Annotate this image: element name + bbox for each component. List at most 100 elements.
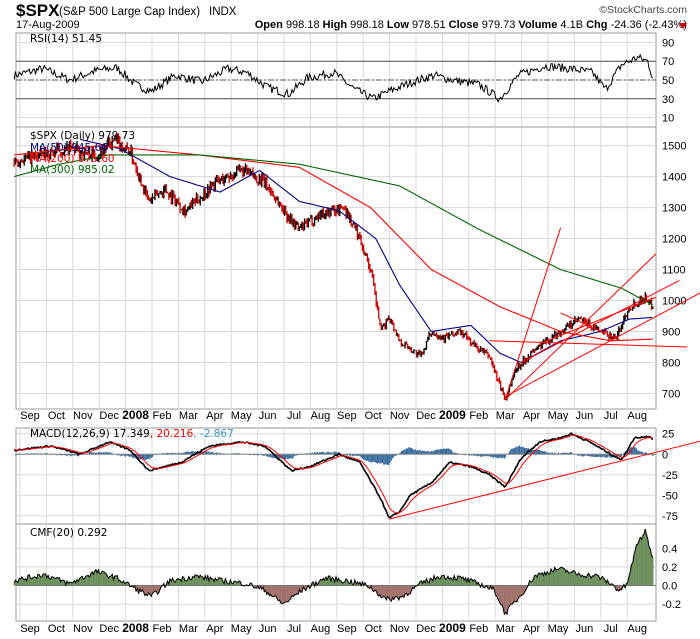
moving-average-line xyxy=(14,154,654,306)
x-tick-label: Dec xyxy=(99,410,119,422)
macd-legend: MACD(12,26,9) 17.349, 20.216, -2.867 xyxy=(30,428,234,440)
x-tick-label: 2008 xyxy=(122,621,149,635)
y-tick-label: 1200 xyxy=(662,234,686,246)
panel-frame xyxy=(15,427,657,525)
rsi-legend: RSI(14) 51.45 xyxy=(30,33,102,45)
panel-macd: 25 0 -25 -50 -75 xyxy=(13,427,678,525)
exchange: INDX xyxy=(209,6,237,18)
x-tick-label: Oct xyxy=(365,623,382,635)
cmf-line xyxy=(13,528,654,616)
y-tick-label: 90 xyxy=(662,37,674,49)
x-tick-label: Dec xyxy=(416,623,436,635)
y-tick-label: 1000 xyxy=(662,296,686,308)
x-tick-label: Jul xyxy=(604,623,618,635)
rsi-line xyxy=(13,53,654,103)
trend-line xyxy=(504,227,562,400)
y-tick-label: 1400 xyxy=(662,172,686,184)
panel-frame xyxy=(15,126,657,410)
signal-line xyxy=(14,434,653,514)
x-tick-label: Aug xyxy=(311,623,331,635)
quote-date: 17-Aug-2009 xyxy=(16,19,80,31)
symbol: $SPX xyxy=(16,1,60,20)
y-tick-label: 0.0 xyxy=(662,581,677,593)
moving-average-line xyxy=(14,145,653,342)
y-tick-label: 1500 xyxy=(662,141,686,153)
x-tick-label: May xyxy=(548,410,569,422)
chart-header: $SPX (S&P 500 Large Cap Index) INDX ©Sto… xyxy=(16,1,687,31)
y-tick-label: 1300 xyxy=(662,203,686,215)
x-tick-label: Nov xyxy=(390,623,410,635)
y-tick-label: 30 xyxy=(662,94,674,106)
y-tick-label: 0.2 xyxy=(662,562,677,574)
x-tick-label: Apr xyxy=(523,623,540,635)
x-tick-label: Apr xyxy=(206,410,223,422)
y-tick-label: 10 xyxy=(662,113,674,125)
trend-line xyxy=(489,340,688,348)
trend-line xyxy=(520,279,680,363)
x-tick-label: Nov xyxy=(73,410,93,422)
trend-line xyxy=(560,312,622,342)
x-tick-label: Jul xyxy=(604,410,618,422)
x-tick-label: Sep xyxy=(337,410,357,422)
x-tick-label: Feb xyxy=(469,410,488,422)
y-tick-label: -50 xyxy=(662,490,678,502)
x-tick-label: Dec xyxy=(99,623,119,635)
x-tick-label: Jul xyxy=(287,623,301,635)
x-tick-label: Aug xyxy=(627,410,647,422)
x-tick-label: Nov xyxy=(390,410,410,422)
y-tick-label: 0.4 xyxy=(662,543,677,555)
x-tick-label: May xyxy=(231,623,252,635)
trend-line xyxy=(539,296,656,345)
copyright: ©StockCharts.com xyxy=(599,4,687,16)
down-triangle-icon xyxy=(679,23,687,29)
panel-cmf: 0.4 0.2 0.0 -0.2 xyxy=(13,523,681,622)
x-tick-label: 2009 xyxy=(439,621,466,635)
y-tick-label: -25 xyxy=(662,470,678,482)
security-name: (S&P 500 Large Cap Index) xyxy=(59,6,200,18)
x-tick-label: Mar xyxy=(496,410,515,422)
x-tick-label: Mar xyxy=(179,623,198,635)
x-tick-label: Mar xyxy=(179,410,198,422)
x-tick-label: Sep xyxy=(20,410,40,422)
x-tick-label: Mar xyxy=(496,623,515,635)
panel-rsi: 90 70 50 30 10 xyxy=(13,32,674,128)
cmf-legend: CMF(20) 0.292 xyxy=(30,527,107,539)
y-tick-label: -0.2 xyxy=(662,599,681,611)
trend-line xyxy=(504,253,657,401)
y-tick-label: 900 xyxy=(662,327,680,339)
y-tick-label: -75 xyxy=(662,511,678,523)
x-tick-label: Jun xyxy=(259,410,277,422)
x-tick-label: Oct xyxy=(48,410,65,422)
x-tick-label: May xyxy=(548,623,569,635)
x-tick-label: Oct xyxy=(365,410,382,422)
y-tick-label: 800 xyxy=(662,358,680,370)
x-tick-label: Feb xyxy=(153,410,172,422)
x-tick-label: Aug xyxy=(627,623,647,635)
y-tick-label: 1100 xyxy=(662,265,686,277)
panel-price: 1500 1400 1300 1200 1100 1000 900 800 700 xyxy=(13,126,686,410)
x-tick-label: Apr xyxy=(206,623,223,635)
y-tick-label: 25 xyxy=(662,429,674,441)
x-tick-label: 2009 xyxy=(439,408,466,422)
y-tick-label: 50 xyxy=(662,75,674,87)
x-tick-label: Feb xyxy=(469,623,488,635)
x-tick-label: Nov xyxy=(73,623,93,635)
ma200-legend: MA(200) 875.60 xyxy=(30,153,115,165)
x-tick-label: Apr xyxy=(523,410,540,422)
ma50-legend: MA(50) 945.66 xyxy=(30,142,108,154)
x-tick-label: Jun xyxy=(259,623,277,635)
price-legend: $SPX (Daily) 979.73 xyxy=(30,130,135,142)
x-tick-label: Sep xyxy=(20,623,40,635)
y-tick-label: 700 xyxy=(662,389,680,401)
x-tick-label: 2008 xyxy=(122,408,149,422)
quote-summary: Open 998.18 High 998.18 Low 978.51 Close… xyxy=(255,19,687,31)
x-tick-label: Jul xyxy=(287,410,301,422)
x-tick-label: Feb xyxy=(153,623,172,635)
panel-frame xyxy=(15,523,657,622)
macd-line xyxy=(13,431,654,519)
x-tick-label: Dec xyxy=(416,410,436,422)
macd-trend-line xyxy=(388,440,700,520)
x-tick-label: Aug xyxy=(311,410,331,422)
y-tick-label: 0 xyxy=(662,449,668,461)
